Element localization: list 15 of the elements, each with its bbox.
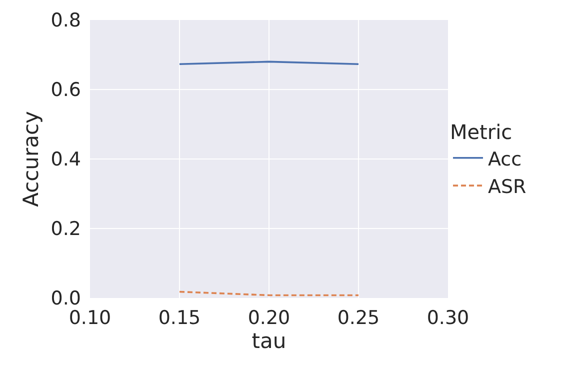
x-tick-label: 0.25 (337, 307, 380, 329)
y-axis-title: Accuracy (18, 111, 43, 207)
legend-label: Acc (488, 148, 522, 170)
legend-label: ASR (488, 176, 526, 198)
y-tick-label: 0.8 (50, 10, 81, 32)
x-tick-label: 0.10 (68, 307, 112, 329)
y-tick-label: 0.6 (50, 79, 81, 102)
x-tick-label: 0.20 (248, 307, 290, 329)
x-tick-label: 0.15 (158, 307, 201, 329)
y-tick-label: 0.4 (50, 148, 81, 171)
x-tick-label: 0.30 (426, 307, 470, 329)
legend-title: Metric (450, 120, 512, 144)
y-tick-label: 0.2 (50, 218, 81, 240)
y-tick-label: 0.0 (50, 288, 81, 310)
x-axis-title: tau (252, 329, 286, 353)
